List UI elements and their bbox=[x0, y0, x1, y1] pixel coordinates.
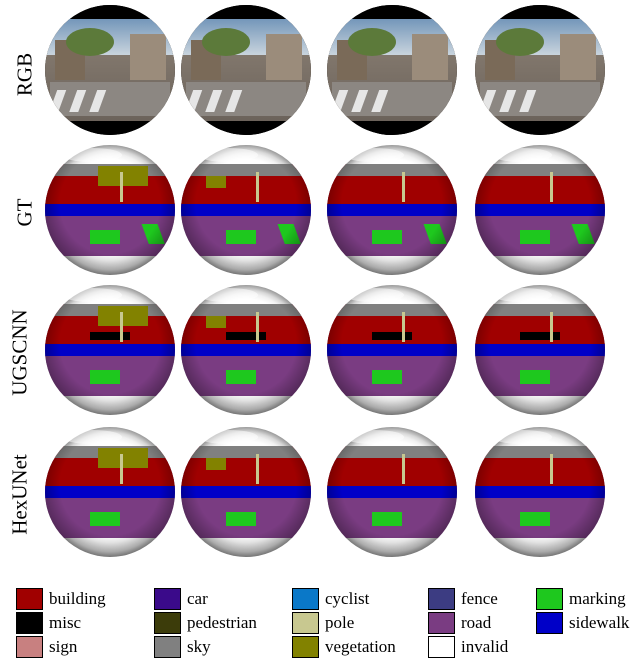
rgb-panel bbox=[475, 5, 605, 135]
segmentation-panel bbox=[475, 145, 605, 275]
legend-label: misc bbox=[49, 613, 82, 632]
legend-item-fence: fence bbox=[428, 587, 498, 611]
legend-label: cyclist bbox=[325, 589, 370, 608]
legend-swatch bbox=[16, 588, 43, 610]
legend-item-misc: misc bbox=[16, 611, 81, 635]
segmentation-panel bbox=[475, 427, 605, 557]
rgb-panel bbox=[181, 5, 311, 135]
segmentation-panel bbox=[475, 285, 605, 415]
segmentation-panel bbox=[327, 145, 457, 275]
legend-label: building bbox=[49, 589, 106, 608]
segmentation-panel bbox=[181, 145, 311, 275]
legend-label: invalid bbox=[461, 637, 509, 656]
legend-item-marking: marking bbox=[536, 587, 626, 611]
legend-swatch bbox=[536, 612, 563, 634]
legend-item-road: road bbox=[428, 611, 491, 635]
legend-label: car bbox=[187, 589, 208, 608]
legend-label: marking bbox=[569, 589, 626, 608]
legend-item-sky: sky bbox=[154, 635, 211, 659]
legend-swatch bbox=[428, 588, 455, 610]
legend-swatch bbox=[292, 636, 319, 658]
sphere-grid bbox=[45, 5, 605, 557]
legend-label: road bbox=[461, 613, 492, 632]
legend-label: pole bbox=[325, 613, 355, 632]
legend-item-sidewalk: sidewalk bbox=[536, 611, 629, 635]
segmentation-panel bbox=[327, 285, 457, 415]
segmentation-panel bbox=[181, 427, 311, 557]
rgb-panel bbox=[327, 5, 457, 135]
legend-swatch bbox=[292, 588, 319, 610]
legend-item-vegetation: vegetation bbox=[292, 635, 396, 659]
legend-label: pedestrian bbox=[187, 613, 257, 632]
rgb-panel bbox=[45, 5, 175, 135]
segmentation-panel bbox=[45, 145, 175, 275]
segmentation-panel bbox=[45, 285, 175, 415]
segmentation-panel bbox=[181, 285, 311, 415]
segmentation-panel bbox=[327, 427, 457, 557]
legend-swatch bbox=[16, 612, 43, 634]
legend-swatch bbox=[154, 588, 181, 610]
legend-swatch bbox=[536, 588, 563, 610]
legend-label: fence bbox=[461, 589, 498, 608]
legend-swatch bbox=[428, 636, 455, 658]
legend-item-pedestrian: pedestrian bbox=[154, 611, 257, 635]
legend-item-building: building bbox=[16, 587, 106, 611]
legend-item-sign: sign bbox=[16, 635, 77, 659]
legend-label: sign bbox=[49, 637, 78, 656]
legend-swatch bbox=[428, 612, 455, 634]
legend-swatch bbox=[154, 612, 181, 634]
segmentation-panel bbox=[45, 427, 175, 557]
legend-item-invalid: invalid bbox=[428, 635, 508, 659]
legend-label: vegetation bbox=[325, 637, 396, 656]
legend-swatch bbox=[292, 612, 319, 634]
legend-swatch bbox=[154, 636, 181, 658]
legend-item-car: car bbox=[154, 587, 208, 611]
legend-label: sidewalk bbox=[569, 613, 630, 632]
legend-item-pole: pole bbox=[292, 611, 354, 635]
legend-label: sky bbox=[187, 637, 211, 656]
legend-swatch bbox=[16, 636, 43, 658]
legend-item-cyclist: cyclist bbox=[292, 587, 369, 611]
